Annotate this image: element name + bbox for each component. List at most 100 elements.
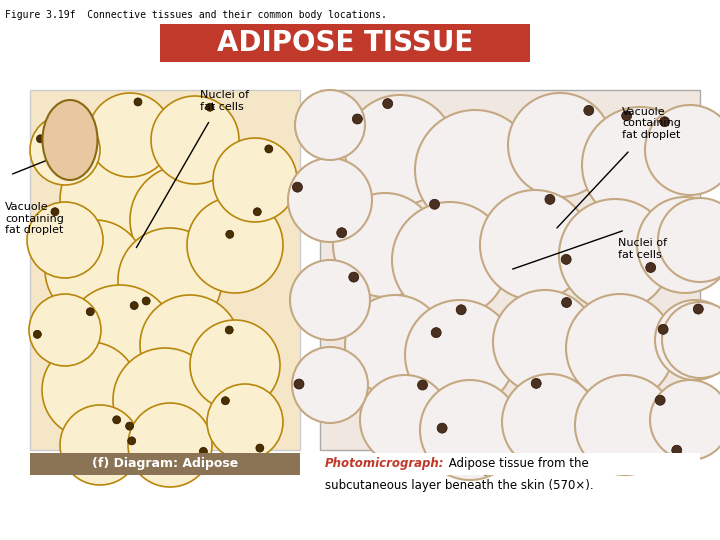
Circle shape <box>187 197 283 293</box>
Circle shape <box>27 202 103 278</box>
Circle shape <box>295 90 365 160</box>
Circle shape <box>405 300 515 410</box>
Circle shape <box>415 110 535 230</box>
Bar <box>320 90 700 450</box>
Circle shape <box>430 199 439 210</box>
Circle shape <box>420 380 520 480</box>
Circle shape <box>30 115 100 185</box>
Circle shape <box>662 302 720 378</box>
Circle shape <box>292 347 368 423</box>
Circle shape <box>418 380 428 390</box>
Circle shape <box>531 379 541 388</box>
Circle shape <box>575 375 675 475</box>
Circle shape <box>118 228 222 332</box>
Circle shape <box>65 285 175 395</box>
Bar <box>320 453 700 475</box>
Circle shape <box>333 193 437 297</box>
Circle shape <box>637 197 720 293</box>
Circle shape <box>142 297 150 305</box>
Circle shape <box>127 437 136 445</box>
Circle shape <box>190 320 280 410</box>
Circle shape <box>207 384 283 460</box>
Circle shape <box>437 423 447 433</box>
Circle shape <box>29 294 101 366</box>
Circle shape <box>151 96 239 184</box>
Circle shape <box>206 103 214 111</box>
Circle shape <box>128 403 212 487</box>
Circle shape <box>650 380 720 460</box>
Circle shape <box>693 304 703 314</box>
Circle shape <box>213 138 297 222</box>
Text: Adipose tissue from the: Adipose tissue from the <box>445 457 589 470</box>
Circle shape <box>456 305 466 315</box>
Bar <box>30 90 300 450</box>
Text: Nuclei of
fat cells: Nuclei of fat cells <box>618 238 667 260</box>
Circle shape <box>431 328 441 338</box>
Circle shape <box>42 342 138 438</box>
Circle shape <box>113 348 217 452</box>
Text: Photomicrograph:: Photomicrograph: <box>325 457 444 470</box>
Circle shape <box>545 194 555 204</box>
Circle shape <box>288 158 372 242</box>
Circle shape <box>79 159 87 167</box>
Circle shape <box>655 300 720 380</box>
Circle shape <box>51 208 59 215</box>
Circle shape <box>566 294 674 402</box>
Circle shape <box>253 208 261 216</box>
Circle shape <box>645 105 720 195</box>
Circle shape <box>348 272 359 282</box>
Circle shape <box>360 375 450 465</box>
Circle shape <box>672 445 682 455</box>
Circle shape <box>658 198 720 282</box>
Text: Figure 3.19f  Connective tissues and their common body locations.: Figure 3.19f Connective tissues and thei… <box>5 10 387 20</box>
Text: Nuclei of
fat cells: Nuclei of fat cells <box>200 90 249 112</box>
Circle shape <box>352 114 362 124</box>
Circle shape <box>130 165 240 275</box>
Circle shape <box>294 379 304 389</box>
Circle shape <box>584 105 594 116</box>
Circle shape <box>658 325 668 334</box>
Text: Vacuole
containing
fat droplet: Vacuole containing fat droplet <box>622 107 681 140</box>
Circle shape <box>60 405 140 485</box>
Circle shape <box>265 145 273 153</box>
Circle shape <box>33 330 41 339</box>
Circle shape <box>125 422 134 430</box>
Text: (f) Diagram: Adipose: (f) Diagram: Adipose <box>92 457 238 470</box>
Circle shape <box>582 107 698 223</box>
Circle shape <box>493 290 597 394</box>
Circle shape <box>256 444 264 452</box>
Circle shape <box>199 447 207 455</box>
Circle shape <box>290 260 370 340</box>
Circle shape <box>621 111 631 121</box>
Circle shape <box>646 262 656 273</box>
Circle shape <box>502 374 598 470</box>
Circle shape <box>383 99 392 109</box>
Circle shape <box>112 416 121 424</box>
Circle shape <box>559 199 671 311</box>
Circle shape <box>480 190 590 300</box>
FancyBboxPatch shape <box>160 24 530 62</box>
Circle shape <box>660 117 670 127</box>
Circle shape <box>508 93 612 197</box>
Circle shape <box>37 135 45 143</box>
Circle shape <box>562 298 572 307</box>
Bar <box>30 453 300 475</box>
Circle shape <box>130 301 138 309</box>
Circle shape <box>140 295 240 395</box>
Circle shape <box>221 397 230 404</box>
Circle shape <box>345 295 445 395</box>
Circle shape <box>86 308 94 316</box>
Circle shape <box>561 254 571 265</box>
Circle shape <box>345 95 455 205</box>
Circle shape <box>392 202 508 318</box>
Circle shape <box>655 395 665 405</box>
Circle shape <box>480 465 490 475</box>
Circle shape <box>88 93 172 177</box>
Circle shape <box>225 326 233 334</box>
Text: Vacuole
containing
fat droplet: Vacuole containing fat droplet <box>5 202 64 235</box>
Circle shape <box>337 228 347 238</box>
Circle shape <box>45 220 145 320</box>
Circle shape <box>60 140 180 260</box>
Text: ADIPOSE TISSUE: ADIPOSE TISSUE <box>217 29 473 57</box>
Circle shape <box>134 98 142 106</box>
